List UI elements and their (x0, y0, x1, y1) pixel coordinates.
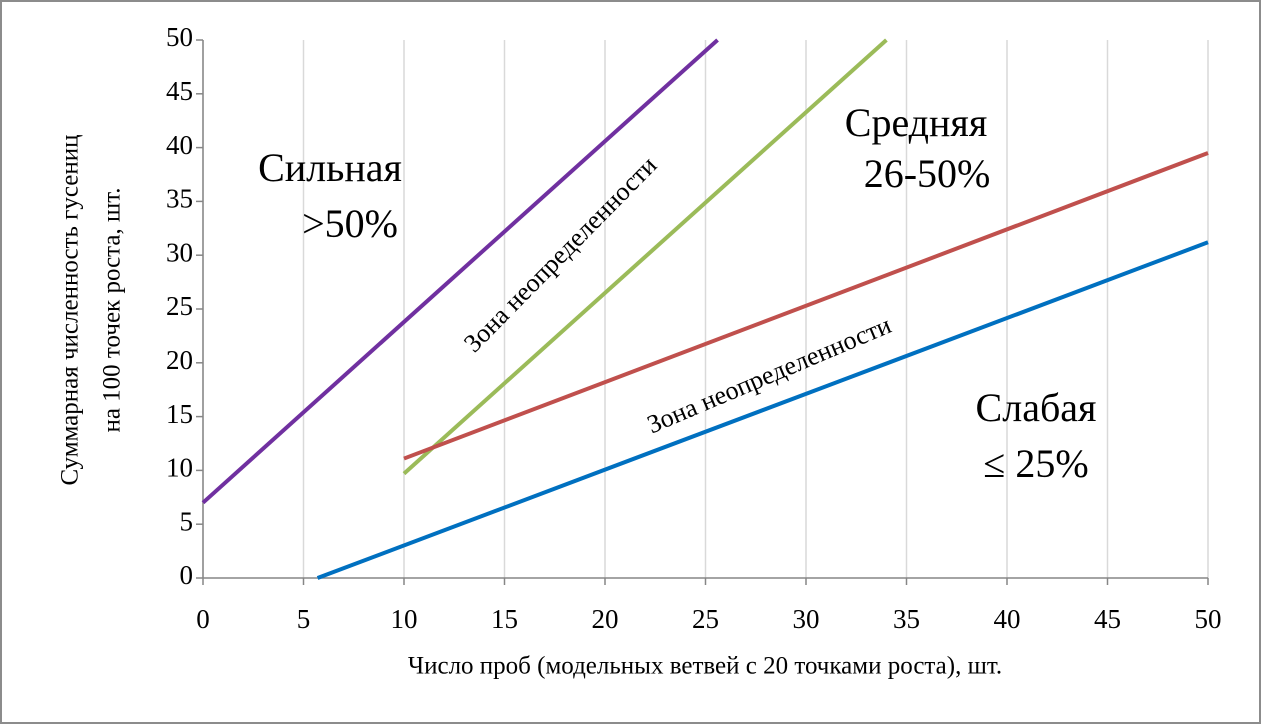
y-axis-label: на 100 точек роста, шт. (99, 187, 126, 432)
x-tick-label: 5 (297, 604, 311, 634)
annotation: 26-50% (864, 151, 991, 196)
y-tick-label: 50 (166, 22, 193, 52)
data-line (201, 38, 719, 505)
x-tick-label: 20 (592, 604, 619, 634)
x-tick-label: 0 (196, 604, 210, 634)
y-axis-label: Суммарная численность гусениц (57, 134, 84, 485)
annotation: Слабая (976, 385, 1097, 430)
y-tick-label: 35 (166, 184, 193, 214)
annotation: >50% (302, 201, 398, 246)
x-tick-label: 25 (692, 604, 719, 634)
x-tick-label: 10 (391, 604, 418, 634)
annotation: Сильная (258, 145, 402, 190)
y-tick-label: 45 (166, 76, 193, 106)
annotation: Средняя (845, 100, 987, 145)
data-line (403, 151, 1209, 461)
x-tick-label: 50 (1195, 604, 1222, 634)
y-tick-label: 15 (166, 399, 193, 429)
y-tick-label: 30 (166, 237, 193, 267)
x-tick-label: 15 (491, 604, 518, 634)
x-tick-label: 40 (994, 604, 1021, 634)
data-line (402, 38, 888, 476)
y-tick-label: 20 (166, 345, 193, 375)
y-tick-label: 5 (180, 506, 194, 536)
y-tick-label: 40 (166, 130, 193, 160)
x-tick-label: 35 (893, 604, 920, 634)
x-tick-label: 30 (793, 604, 820, 634)
data-line (316, 240, 1209, 580)
annotation: ≤ 25% (983, 441, 1088, 486)
x-axis-label: Число проб (модельных ветвей с 20 точкам… (408, 653, 1002, 680)
x-tick-label: 45 (1094, 604, 1121, 634)
y-tick-label: 0 (180, 560, 194, 590)
y-tick-label: 10 (166, 453, 193, 483)
y-tick-label: 25 (166, 291, 193, 321)
